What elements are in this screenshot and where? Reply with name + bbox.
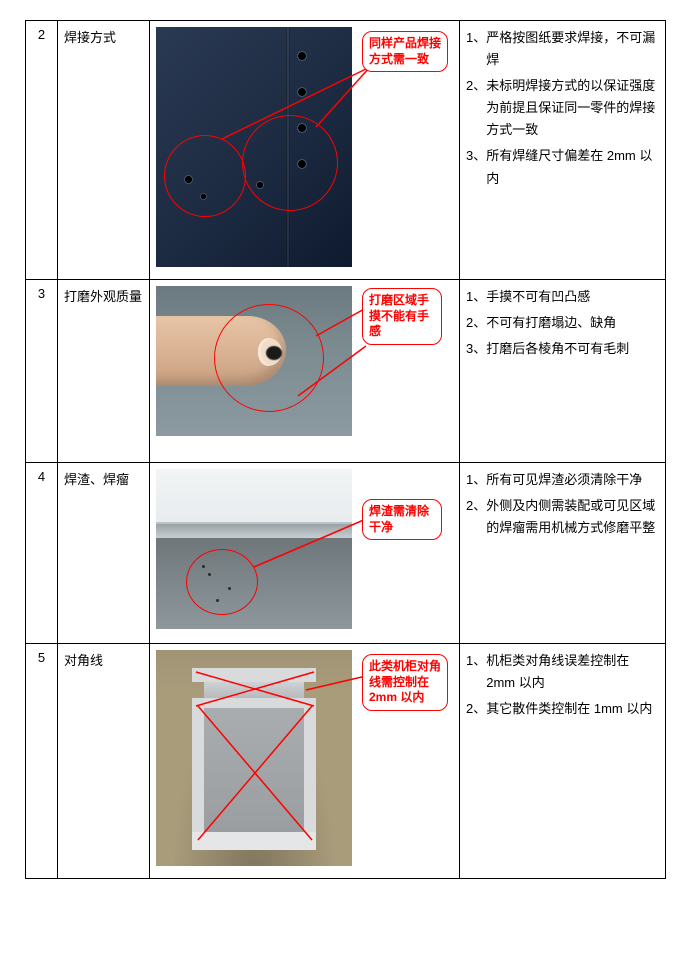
row-index: 4 [26, 463, 58, 644]
annotation-circle [164, 135, 246, 217]
weld-slag-photo [156, 469, 352, 629]
row-index: 5 [26, 644, 58, 879]
row-figure: 此类机柜对角线需控制在 2mm 以内 [150, 644, 460, 879]
annotation-circle [214, 304, 324, 412]
callout-text: 焊渣需清除干净 [369, 504, 429, 534]
table-row: 2 焊接方式 [26, 21, 666, 280]
row-name: 对角线 [58, 644, 150, 879]
row-figure: 打磨区域手摸不能有手感 [150, 280, 460, 463]
callout-bubble: 焊渣需清除干净 [362, 499, 442, 540]
cabinet-frame-photo [156, 650, 352, 866]
callout-text: 打磨区域手摸不能有手感 [369, 293, 429, 338]
callout-text: 同样产品焊接方式需一致 [369, 36, 441, 66]
annotation-circle [242, 115, 338, 211]
callout-bubble: 同样产品焊接方式需一致 [362, 31, 448, 72]
table-row: 3 打磨外观质量 打磨区域手摸不能有手感 1、手摸不可有凹凸感 [26, 280, 666, 463]
table-row: 5 对角线 [26, 644, 666, 879]
callout-bubble: 打磨区域手摸不能有手感 [362, 288, 442, 345]
row-requirements: 1、机柜类对角线误差控制在 2mm 以内 2、其它散件类控制在 1mm 以内 [460, 644, 666, 879]
row-index: 3 [26, 280, 58, 463]
row-figure: 同样产品焊接方式需一致 [150, 21, 460, 280]
page: 2 焊接方式 [0, 0, 690, 899]
row-requirements: 1、手摸不可有凹凸感 2、不可有打磨塌边、缺角 3、打磨后各棱角不可有毛刺 [460, 280, 666, 463]
row-figure: 焊渣需清除干净 [150, 463, 460, 644]
callout-bubble: 此类机柜对角线需控制在 2mm 以内 [362, 654, 448, 711]
table-row: 4 焊渣、焊瘤 焊渣需清除干净 [26, 463, 666, 644]
row-requirements: 1、严格按图纸要求焊接，不可漏焊 2、未标明焊接方式的以保证强度为前提且保证同一… [460, 21, 666, 280]
row-name: 焊渣、焊瘤 [58, 463, 150, 644]
row-index: 2 [26, 21, 58, 280]
row-name: 焊接方式 [58, 21, 150, 280]
spec-table: 2 焊接方式 [25, 20, 666, 879]
callout-text: 此类机柜对角线需控制在 2mm 以内 [369, 659, 441, 704]
annotation-circle [186, 549, 258, 615]
row-name: 打磨外观质量 [58, 280, 150, 463]
row-requirements: 1、所有可见焊渣必须清除干净 2、外侧及内侧需装配或可见区域的焊瘤需用机械方式修… [460, 463, 666, 644]
